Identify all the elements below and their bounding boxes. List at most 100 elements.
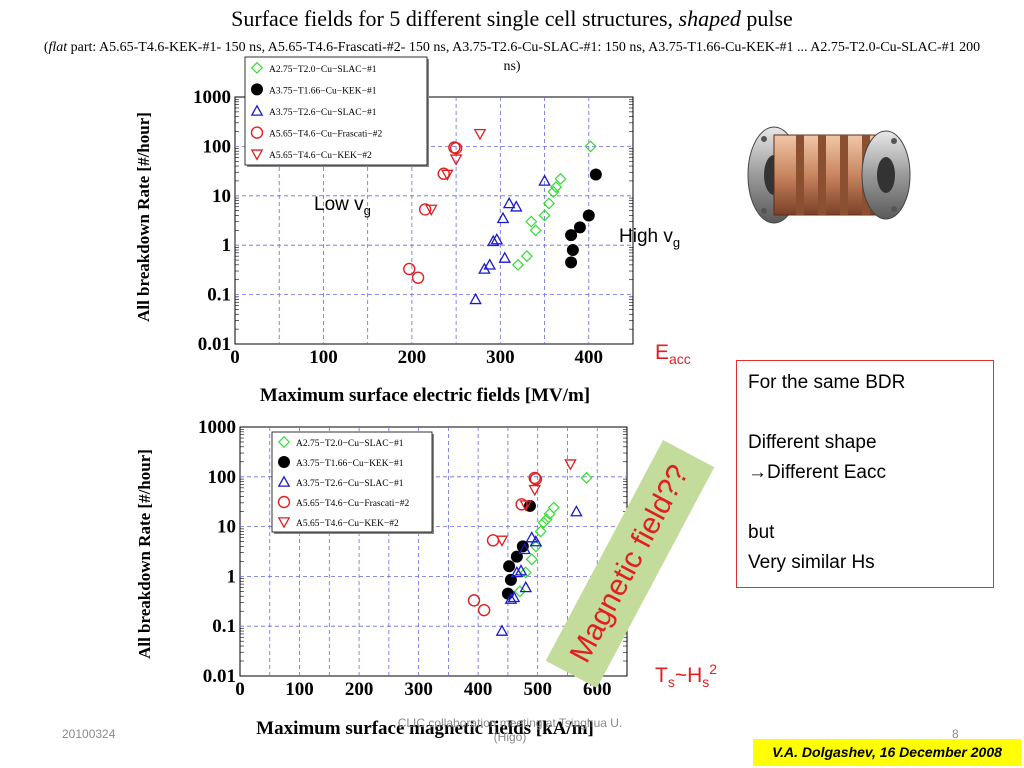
note-line: Very similar Hs xyxy=(748,552,875,573)
chart1-legend-label: A3.75−T1.66−Cu−KEK−#1 xyxy=(269,86,377,96)
chart1-x-tick-label: 300 xyxy=(486,347,515,368)
chart1-legend-marker xyxy=(250,61,264,74)
chart2-legend-marker xyxy=(277,435,291,449)
high-vg-label: High vg xyxy=(619,226,681,250)
chart1-point-series1 xyxy=(520,250,533,263)
chart2-point-series3 xyxy=(495,624,509,636)
chart2-x-tick-label: 200 xyxy=(345,679,374,700)
chart1-point-series1 xyxy=(584,140,597,153)
chart2-point-series1 xyxy=(529,540,542,553)
chart2-legend-label: A5.65−T4.6−Cu−KEK−#2 xyxy=(296,519,399,529)
chart1-point-series3 xyxy=(509,200,523,212)
footer-meeting: CLIC collaboration meeting at Tsinghua U… xyxy=(397,716,623,744)
chart2-x-tick-label: 0 xyxy=(235,679,245,700)
chart1-point-series3 xyxy=(538,174,551,186)
chart2-y-tick-label: 10 xyxy=(217,517,236,538)
chart1-point-series1 xyxy=(542,197,556,210)
note-line: Different shape xyxy=(748,432,877,453)
chart2-legend-marker xyxy=(278,456,290,468)
chart2-point-series1 xyxy=(534,525,547,538)
chart1-legend-marker xyxy=(250,149,264,161)
chart2-legend-label: A3.75−T1.66−Cu−KEK−#1 xyxy=(296,459,404,469)
chart2-point-series5 xyxy=(528,484,542,497)
chart1-point-series4 xyxy=(449,141,463,155)
chart2-point-series1 xyxy=(547,501,560,514)
chart1-point-series3 xyxy=(490,233,504,245)
chart1-x-tick-label: 200 xyxy=(398,347,427,368)
chart2-point-series1 xyxy=(537,516,550,529)
chart2-point-series1 xyxy=(580,471,593,484)
chart2-point-series3 xyxy=(510,565,524,578)
chart1-x-tick-label: 400 xyxy=(575,347,604,368)
chart1-y-tick-label: 1 xyxy=(222,235,232,256)
chart2-point-series4 xyxy=(528,471,541,485)
chart2-legend xyxy=(271,431,433,533)
author-credit-banner: V.A. Dolgashev, 16 December 2008 xyxy=(753,739,1021,766)
chart1-point-series5 xyxy=(449,154,463,166)
chart1-x-tick-label: 0 xyxy=(230,347,240,368)
chart2-legend-label: A3.75−T2.6−Cu−SLAC−#1 xyxy=(296,479,404,489)
subtitle-open: ( xyxy=(43,40,49,55)
chart2-y-tick-label: 1000 xyxy=(198,417,236,438)
title-text-1: Surface fields for 5 different single ce… xyxy=(231,6,679,31)
chart2-point-series3 xyxy=(529,535,543,547)
note-box: For the same BDR Different shape →Differ… xyxy=(736,360,994,588)
slide-subtitle: (flat part: A5.65-T4.6-KEK-#1- 150 ns, A… xyxy=(40,38,984,76)
chart1-point-series4 xyxy=(418,203,432,216)
chart2-point-series3 xyxy=(504,592,518,604)
chart1-point-series4 xyxy=(411,271,425,284)
chart1-legend-marker xyxy=(250,126,264,139)
eacc-label: Eacc xyxy=(655,341,691,368)
chart2-point-series3 xyxy=(570,505,583,517)
chart1-x-axis-label: Maximum surface electric fields [MV/m] xyxy=(259,385,591,406)
chart2-point-series3 xyxy=(507,590,521,603)
chart2-y-tick-label: 0.1 xyxy=(212,616,236,637)
chart1-y-axis-label: All breakdown Rate [#/hour] xyxy=(134,112,153,322)
chart1-legend-label: A5.65−T4.6−Cu−KEK−#2 xyxy=(269,151,372,161)
chart2-x-tick-label: 300 xyxy=(404,679,433,700)
chart1-point-series1 xyxy=(554,172,567,185)
chart1-point-series1 xyxy=(511,258,525,271)
note-line xyxy=(737,488,993,518)
title-text-2: pulse xyxy=(740,6,793,31)
chart1-point-series1 xyxy=(550,181,563,194)
chart1-x-tick-label: 100 xyxy=(309,347,338,368)
chart2-point-series1 xyxy=(540,513,553,526)
title-emphasis: shaped xyxy=(678,6,741,31)
chart1-point-series2 xyxy=(582,209,595,222)
chart1-point-series3 xyxy=(502,196,516,209)
chart2-y-axis-label: All breakdown Rate [#/hour] xyxy=(135,449,154,659)
chart2-point-series4 xyxy=(529,472,543,486)
chart2-legend-marker xyxy=(277,475,291,487)
chart2-legend-label: A5.65−T4.6−Cu−Frascati−#2 xyxy=(296,499,410,509)
chart2-point-series5 xyxy=(519,500,533,512)
chart1-legend-marker xyxy=(251,83,263,96)
chart2-point-series2 xyxy=(504,573,517,586)
chart2-x-axis-label: Maximum surface magnetic fields [kA/m] xyxy=(256,718,594,739)
chart1-point-series2 xyxy=(565,229,578,242)
chart1-point-series2 xyxy=(566,243,579,256)
chart2-x-tick-label: 100 xyxy=(285,679,314,700)
chart2-point-series4 xyxy=(467,594,481,607)
chart1-point-series2 xyxy=(565,256,578,269)
chart2-y-tick-label: 0.01 xyxy=(203,666,236,687)
chart1-y-tick-label: 100 xyxy=(203,136,232,157)
chart1-y-tick-label: 10 xyxy=(212,186,231,207)
low-vg-label: Low vg xyxy=(314,194,371,218)
chart2-legend-label: A2.75−T2.0−Cu−SLAC−#1 xyxy=(296,439,404,449)
chart1-y-tick-label: 0.01 xyxy=(198,334,231,355)
chart1-point-series3 xyxy=(483,258,497,270)
note-line: but xyxy=(748,522,775,543)
chart1-point-series3 xyxy=(486,234,500,247)
chart2-point-series3 xyxy=(518,542,531,555)
chart1-point-series1 xyxy=(538,209,551,222)
chart2-point-series1 xyxy=(525,553,538,566)
ts-hs-label: Ts~Hs2 xyxy=(655,661,718,691)
chart2-point-series2 xyxy=(510,550,523,563)
chart1-point-series2 xyxy=(589,168,602,181)
chart1-legend-label: A2.75−T2.0−Cu−SLAC−#1 xyxy=(269,65,377,75)
chart1-point-series1 xyxy=(525,215,538,228)
chart2-point-series3 xyxy=(519,580,533,593)
chart1-point-series5 xyxy=(425,204,438,216)
